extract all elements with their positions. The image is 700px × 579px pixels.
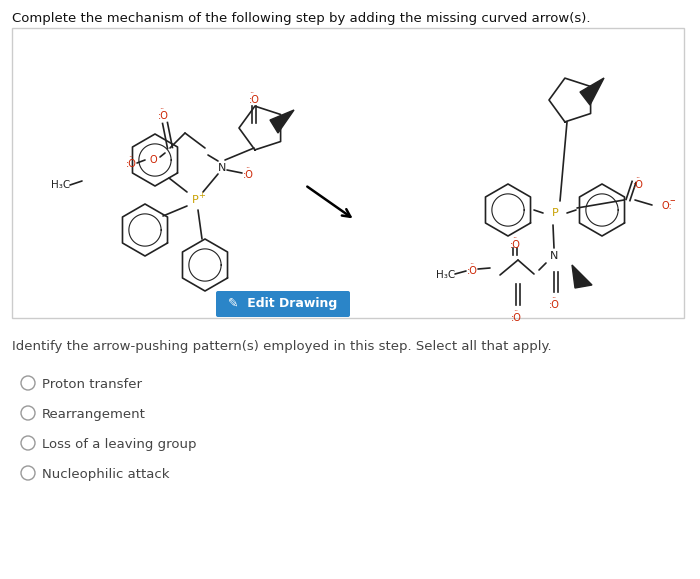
- Text: N: N: [550, 251, 558, 261]
- Text: ··: ··: [160, 105, 164, 115]
- Text: Loss of a leaving group: Loss of a leaving group: [42, 438, 197, 451]
- Text: ··: ··: [513, 307, 519, 317]
- Text: :O: :O: [633, 180, 643, 190]
- Text: :O: :O: [510, 313, 522, 323]
- Text: Proton transfer: Proton transfer: [42, 378, 142, 391]
- Text: ··: ··: [636, 174, 640, 184]
- Text: P: P: [552, 208, 559, 218]
- Text: ··: ··: [249, 90, 255, 98]
- Text: Nucleophilic attack: Nucleophilic attack: [42, 468, 169, 481]
- Text: ✎  Edit Drawing: ✎ Edit Drawing: [228, 298, 337, 310]
- Text: P: P: [192, 195, 198, 205]
- Text: H₃C: H₃C: [435, 270, 455, 280]
- Text: :O: :O: [248, 95, 260, 105]
- Text: Complete the mechanism of the following step by adding the missing curved arrow(: Complete the mechanism of the following …: [12, 12, 591, 25]
- Text: ··: ··: [552, 295, 556, 303]
- Text: Rearrangement: Rearrangement: [42, 408, 146, 421]
- Text: ··: ··: [246, 164, 251, 174]
- Circle shape: [21, 436, 35, 450]
- Text: O: O: [149, 155, 157, 165]
- Text: :O: :O: [549, 300, 559, 310]
- Text: –: –: [669, 195, 675, 205]
- Text: ··: ··: [128, 153, 134, 163]
- Text: +: +: [199, 190, 205, 200]
- Text: :O: :O: [158, 111, 169, 121]
- Text: :O: :O: [467, 266, 477, 276]
- Text: N: N: [218, 163, 226, 173]
- Polygon shape: [580, 78, 604, 105]
- Text: ··: ··: [470, 261, 475, 269]
- Polygon shape: [270, 110, 294, 133]
- Text: H₃C: H₃C: [50, 180, 70, 190]
- FancyBboxPatch shape: [216, 291, 350, 317]
- Text: :O: :O: [243, 170, 253, 180]
- Circle shape: [21, 376, 35, 390]
- Text: O:: O:: [662, 201, 673, 211]
- Circle shape: [21, 466, 35, 480]
- Text: ··: ··: [512, 234, 517, 244]
- FancyBboxPatch shape: [12, 28, 684, 318]
- Text: :O: :O: [125, 159, 136, 169]
- Circle shape: [21, 406, 35, 420]
- Text: Identify the arrow-pushing pattern(s) employed in this step. Select all that app: Identify the arrow-pushing pattern(s) em…: [12, 340, 552, 353]
- Polygon shape: [572, 265, 592, 288]
- Text: :O: :O: [510, 240, 520, 250]
